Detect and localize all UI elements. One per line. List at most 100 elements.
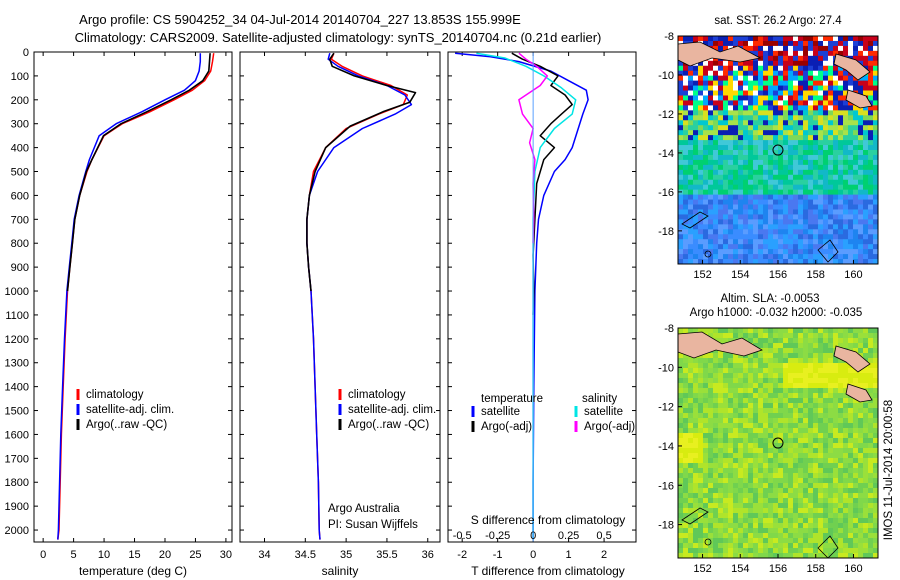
- sst-cell: [868, 75, 874, 82]
- sla-cell: [768, 478, 774, 484]
- sla-cell: [868, 348, 874, 354]
- sla-cell: [768, 433, 774, 439]
- sst-cell: [818, 140, 824, 146]
- sst-cell: [808, 60, 814, 67]
- sst-cell: [703, 154, 709, 161]
- sla-cell: [818, 368, 824, 374]
- sla-cell: [683, 443, 689, 449]
- sla-cell: [813, 378, 819, 384]
- sst-cell: [788, 159, 794, 166]
- sla-cell: [708, 468, 714, 474]
- sst-cell: [718, 85, 724, 91]
- sla-cell: [718, 548, 724, 554]
- sla-cell: [763, 538, 769, 544]
- sst-cell: [863, 145, 869, 151]
- sst-cell: [708, 75, 714, 82]
- sst-cell: [873, 174, 878, 181]
- sst-cell: [813, 199, 819, 205]
- sst-cell: [738, 80, 744, 86]
- sla-cell: [853, 418, 859, 424]
- sst-cell: [783, 179, 789, 186]
- sla-cell: [808, 493, 814, 499]
- sst-cell: [693, 75, 699, 82]
- sst-cell: [838, 40, 844, 47]
- sla-cell: [703, 493, 709, 499]
- sst-cell: [848, 110, 854, 116]
- sst-cell: [813, 70, 819, 77]
- sla-cell: [773, 493, 779, 499]
- sla-cell: [833, 393, 839, 399]
- sla-cell: [718, 383, 724, 389]
- sst-cell: [773, 254, 779, 260]
- sla-cell: [758, 528, 764, 534]
- sst-cell: [763, 154, 769, 161]
- sla-cell: [683, 483, 689, 489]
- sst-cell: [748, 244, 754, 250]
- sst-cell: [698, 249, 704, 255]
- sla-cell: [783, 458, 789, 464]
- sla-cell: [718, 503, 724, 509]
- sla-small-circle: [704, 538, 712, 546]
- sst-cell: [743, 254, 749, 260]
- sla-cell: [723, 448, 729, 454]
- sst-cell: [843, 135, 849, 141]
- sla-cell: [678, 398, 684, 404]
- sst-cell: [678, 90, 684, 96]
- sst-cell: [783, 100, 789, 106]
- sst-cell: [748, 100, 754, 106]
- sst-cell: [833, 100, 839, 106]
- sla-cell: [793, 503, 799, 509]
- sla-cell: [813, 458, 819, 464]
- difference-ticks: [448, 51, 636, 542]
- sla-cell: [823, 388, 829, 394]
- sst-cell: [763, 110, 769, 116]
- sst-cell: [873, 40, 878, 47]
- sst-cell: [788, 234, 794, 240]
- sla-cell: [868, 438, 874, 444]
- sla-cell: [743, 333, 749, 339]
- sst-cell: [743, 115, 749, 121]
- sst-cell: [683, 85, 689, 91]
- sst-cell: [723, 224, 729, 230]
- sst-cell: [698, 219, 704, 225]
- sla-cell: [863, 483, 869, 489]
- sla-x-tick-label: 158: [807, 563, 825, 575]
- sla-cell: [693, 543, 699, 549]
- sst-cell: [828, 120, 834, 126]
- sst-cell: [843, 154, 849, 161]
- sla-cell: [713, 358, 719, 364]
- sst-cell: [793, 80, 799, 86]
- sla-cell: [708, 388, 714, 394]
- sst-cell: [688, 145, 694, 151]
- sla-cell: [853, 548, 859, 554]
- sla-cell: [833, 433, 839, 439]
- sla-cell: [778, 343, 784, 349]
- sst-cell: [753, 135, 759, 141]
- sst-cell: [873, 204, 878, 210]
- sst-cell: [793, 194, 799, 200]
- sst-cell: [873, 159, 878, 166]
- sst-cell: [828, 244, 834, 250]
- sla-cell: [828, 428, 834, 434]
- sla-cell: [713, 528, 719, 534]
- sst-cell: [763, 239, 769, 245]
- sst-cell: [703, 194, 709, 200]
- sla-cell: [768, 493, 774, 499]
- sla-cell: [768, 443, 774, 449]
- sla-cell: [858, 518, 864, 524]
- sst-cell: [678, 36, 684, 42]
- sla-cell: [823, 413, 829, 419]
- sla-cell: [818, 483, 824, 489]
- sla-cell: [783, 463, 789, 469]
- sla-cell: [813, 333, 819, 339]
- sla-cell: [738, 433, 744, 439]
- sst-cell: [813, 194, 819, 200]
- sst-cell: [688, 140, 694, 146]
- sla-cell: [873, 328, 878, 334]
- sla-cell: [828, 453, 834, 459]
- sla-cell: [778, 503, 784, 509]
- sst-cell: [803, 239, 809, 245]
- sst-cell: [708, 60, 714, 67]
- sst-cell: [703, 140, 709, 146]
- sla-cell: [738, 523, 744, 529]
